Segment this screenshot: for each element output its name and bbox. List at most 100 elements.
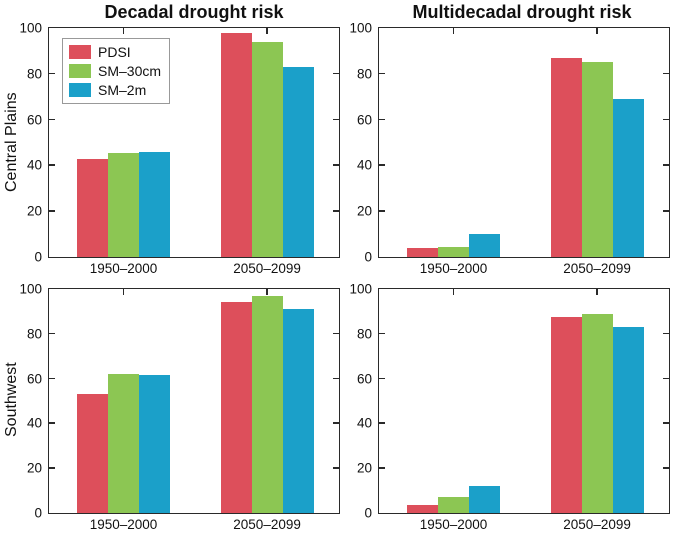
y-tick — [333, 118, 339, 121]
y-tick — [333, 210, 339, 212]
y-tick — [379, 164, 385, 166]
panel-central-plains-multidecadal: 0 20 40 60 80 100 1950–2000 2050–2099 — [349, 21, 670, 275]
column-title-multidecadal: Multidecadal drought risk — [412, 2, 632, 22]
y-tick-label: 20 — [356, 460, 372, 476]
bar-PDSI — [550, 57, 582, 257]
y-tick-label: 40 — [26, 157, 42, 173]
bar-SM–2m — [282, 66, 314, 257]
panel-southwest-multidecadal: 0 20 40 60 80 100 1950–2000 2050–2099 — [349, 282, 670, 531]
x-tick — [122, 289, 125, 295]
x-tick — [452, 289, 455, 295]
y-tick — [379, 332, 385, 335]
y-tick — [663, 332, 669, 335]
x-tick — [266, 28, 268, 34]
x-tick — [596, 28, 598, 34]
x-tick — [266, 289, 268, 295]
y-tick — [663, 210, 669, 212]
bar-PDSI — [220, 302, 252, 513]
y-tick — [333, 377, 339, 380]
y-tick-label: 100 — [349, 281, 372, 297]
x-tick-label: 2050–2099 — [233, 261, 301, 276]
y-tick-label: 60 — [356, 111, 372, 127]
bar-SM–30cm — [438, 246, 470, 257]
y-tick-label: 100 — [19, 281, 42, 297]
y-tick-label: 60 — [356, 370, 372, 386]
y-tick — [379, 422, 385, 424]
bar-PDSI — [406, 505, 438, 513]
legend-swatch-icon — [69, 64, 91, 78]
y-tick — [663, 164, 669, 166]
legend-label: SM–30cm — [98, 63, 162, 79]
legend-item: PDSI — [69, 44, 161, 60]
y-tick-label: 0 — [364, 505, 372, 521]
bar-SM–30cm — [581, 62, 613, 257]
y-tick-label: 40 — [356, 415, 372, 431]
x-tick — [452, 28, 455, 34]
bar-SM–30cm — [438, 497, 470, 513]
y-tick-label: 20 — [26, 460, 42, 476]
legend-swatch-icon — [69, 45, 91, 59]
bar-SM–2m — [282, 309, 314, 513]
x-tick-label: 1950–2000 — [419, 517, 488, 532]
bar-PDSI — [220, 32, 252, 257]
y-tick — [333, 422, 339, 424]
panel-southwest-decadal: 0 20 40 60 80 100 1950–2000 2050–2099 — [19, 282, 340, 531]
y-tick — [379, 377, 385, 380]
bar-SM–30cm — [108, 374, 140, 513]
x-tick-label: 2050–2099 — [563, 261, 631, 276]
y-tick — [49, 210, 55, 212]
bar-SM–2m — [139, 375, 171, 513]
y-tick-label: 20 — [26, 203, 42, 219]
y-tick-label: 40 — [26, 415, 42, 431]
y-tick — [49, 72, 55, 75]
bar-PDSI — [76, 394, 108, 513]
bar-SM–30cm — [251, 41, 283, 257]
bar-SM–30cm — [581, 313, 613, 513]
bar-SM–2m — [612, 99, 644, 257]
y-tick-label: 40 — [356, 157, 372, 173]
x-tick-label: 2050–2099 — [233, 517, 301, 532]
y-tick — [663, 118, 669, 121]
y-tick — [49, 164, 55, 166]
legend-item: SM–2m — [69, 82, 161, 98]
y-tick-label: 60 — [26, 370, 42, 386]
x-tick-label: 1950–2000 — [89, 517, 158, 532]
panel-central-plains-decadal: PDSI SM–30cm SM–2m 0 20 40 60 80 100 1950–2000 20… — [19, 21, 340, 275]
y-tick — [333, 164, 339, 166]
y-tick-label: 100 — [349, 20, 372, 36]
y-tick-label: 60 — [26, 111, 42, 127]
y-tick-label: 20 — [356, 203, 372, 219]
bar-PDSI — [550, 317, 582, 513]
y-tick — [333, 332, 339, 335]
bar-PDSI — [76, 158, 108, 257]
column-title-decadal: Decadal drought risk — [104, 2, 284, 22]
bar-SM–2m — [469, 486, 501, 513]
y-tick — [49, 118, 55, 121]
y-tick — [49, 332, 55, 335]
x-tick — [122, 28, 125, 34]
y-tick-label: 0 — [34, 505, 42, 521]
y-tick — [379, 467, 385, 469]
y-tick-label: 100 — [19, 20, 42, 36]
legend-label: PDSI — [98, 44, 131, 60]
y-tick — [379, 210, 385, 212]
y-tick — [663, 422, 669, 424]
y-tick-label: 0 — [364, 249, 372, 265]
y-tick — [663, 377, 669, 380]
y-tick — [333, 467, 339, 469]
y-tick-label: 80 — [356, 326, 372, 342]
legend: PDSI SM–30cm SM–2m — [62, 38, 171, 104]
bar-SM–30cm — [108, 152, 140, 257]
y-tick — [663, 467, 669, 469]
bar-PDSI — [406, 247, 438, 257]
x-tick-label: 1950–2000 — [89, 261, 158, 276]
legend-item: SM–30cm — [69, 63, 161, 79]
bar-SM–2m — [139, 151, 171, 257]
y-tick — [333, 72, 339, 75]
y-tick — [379, 118, 385, 121]
y-tick — [663, 72, 669, 75]
bar-SM–30cm — [251, 295, 283, 513]
y-tick — [379, 72, 385, 75]
x-tick-label: 2050–2099 — [563, 517, 631, 532]
